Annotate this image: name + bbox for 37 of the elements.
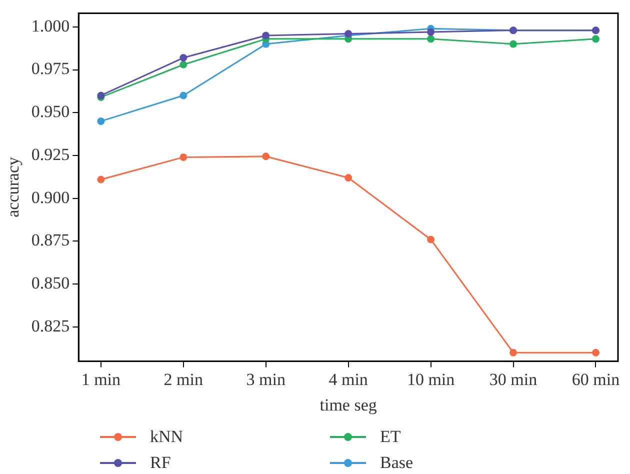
point xyxy=(344,174,352,182)
x-tick-label: 3 min xyxy=(246,370,286,389)
x-tick-label: 4 min xyxy=(328,370,368,389)
x-axis-title: time seg xyxy=(320,395,378,414)
point xyxy=(427,28,435,36)
point xyxy=(180,54,188,62)
x-tick-label: 30 min xyxy=(489,370,538,389)
point xyxy=(592,348,600,356)
point xyxy=(180,92,188,100)
y-tick-label: 0.925 xyxy=(31,144,70,164)
point xyxy=(180,60,188,68)
y-tick-label: 0.825 xyxy=(31,316,70,336)
point xyxy=(180,153,188,161)
y-tick-label: 0.950 xyxy=(31,102,70,122)
x-tick-label: 2 min xyxy=(164,370,204,389)
y-tick-label: 0.875 xyxy=(31,230,70,250)
point xyxy=(97,117,105,125)
y-axis-title: accuracy xyxy=(4,156,23,218)
point xyxy=(510,40,518,48)
y-tick-label: 0.975 xyxy=(31,59,70,78)
legend-label: ET xyxy=(380,427,401,447)
point xyxy=(262,32,270,40)
point xyxy=(97,176,105,184)
legend-label: Base xyxy=(380,453,414,473)
point xyxy=(262,152,270,160)
y-tick-label: 0.900 xyxy=(31,188,70,207)
point xyxy=(510,348,518,356)
x-tick-label: 1 min xyxy=(81,370,122,389)
point xyxy=(592,35,600,43)
x-tick-label: 60 min xyxy=(572,370,620,389)
y-tick-label: 1.000 xyxy=(31,16,70,36)
x-tick-label: 10 min xyxy=(406,370,456,389)
point xyxy=(427,236,435,244)
legend-label: kNN xyxy=(150,427,184,447)
y-tick-label: 0.850 xyxy=(31,274,70,293)
legend-label: RF xyxy=(150,453,171,473)
point xyxy=(427,35,435,43)
